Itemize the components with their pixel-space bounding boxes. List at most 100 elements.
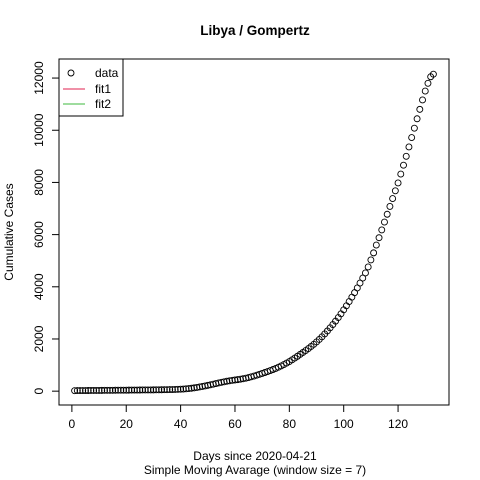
data-point xyxy=(166,386,174,394)
data-point xyxy=(152,386,160,394)
legend-fit1-label: fit1 xyxy=(95,82,111,96)
y-axis: 0 2000 4000 6000 8000 10000 12000 xyxy=(32,61,59,395)
data-point xyxy=(133,386,141,394)
data-point xyxy=(413,115,421,123)
data-point xyxy=(372,241,380,249)
data-point xyxy=(190,384,198,392)
x-tick-label: 100 xyxy=(334,417,354,431)
data-point xyxy=(111,386,119,394)
legend-data-label: data xyxy=(95,66,119,80)
data-point xyxy=(386,202,394,210)
x-tick-label: 20 xyxy=(120,417,134,431)
x-axis-label: Days since 2020-04-21 xyxy=(193,449,317,463)
data-point xyxy=(136,386,144,394)
data-point xyxy=(179,385,187,393)
data-point xyxy=(163,386,171,394)
data-point xyxy=(405,143,413,151)
data-point xyxy=(185,385,193,393)
data-point xyxy=(345,298,353,306)
data-points xyxy=(71,70,437,395)
y-tick-label: 0 xyxy=(32,388,46,395)
data-point xyxy=(226,377,233,385)
data-point xyxy=(90,387,98,394)
data-point xyxy=(421,87,429,95)
data-point xyxy=(125,386,133,394)
data-point xyxy=(408,134,416,141)
x-tick-label: 80 xyxy=(283,417,297,431)
data-point xyxy=(367,256,375,264)
data-point xyxy=(120,386,127,394)
chart-title: Libya / Gompertz xyxy=(200,23,310,38)
data-point xyxy=(370,249,378,257)
y-tick-label: 10000 xyxy=(32,113,46,147)
data-point xyxy=(424,79,432,87)
data-point xyxy=(95,386,103,394)
data-point xyxy=(402,152,410,160)
data-point xyxy=(106,386,114,394)
data-point xyxy=(117,386,125,394)
data-point xyxy=(378,226,386,234)
data-point xyxy=(98,386,106,394)
data-point xyxy=(92,386,100,394)
plot-frame xyxy=(58,58,450,406)
x-axis: 0 20 40 60 80 100 120 xyxy=(69,405,408,431)
data-point xyxy=(228,376,236,384)
data-point xyxy=(79,387,87,395)
data-point xyxy=(139,386,147,394)
data-point xyxy=(101,386,108,394)
data-point xyxy=(128,386,136,394)
data-point xyxy=(348,293,356,301)
data-point xyxy=(155,386,163,394)
data-point xyxy=(76,387,84,395)
data-point xyxy=(182,385,190,393)
legend-data-marker xyxy=(67,69,75,77)
data-point xyxy=(375,234,383,242)
data-point xyxy=(84,387,92,394)
y-tick-label: 12000 xyxy=(32,61,46,95)
data-point xyxy=(109,386,117,394)
data-point xyxy=(141,386,149,394)
y-axis-label: Cumulative Cases xyxy=(2,183,16,280)
data-point xyxy=(397,170,405,178)
y-tick-label: 4000 xyxy=(32,273,46,300)
x-tick-label: 60 xyxy=(228,417,242,431)
data-point xyxy=(103,386,111,394)
data-point xyxy=(231,376,239,384)
data-point xyxy=(410,124,418,132)
data-point xyxy=(122,386,130,394)
data-point xyxy=(391,187,399,195)
data-point xyxy=(144,386,152,394)
data-point xyxy=(416,105,424,113)
data-point xyxy=(114,386,122,394)
data-point xyxy=(87,387,95,394)
data-point xyxy=(223,377,231,385)
y-tick-label: 8000 xyxy=(32,169,46,196)
data-point xyxy=(429,70,437,78)
y-tick-label: 2000 xyxy=(32,325,46,352)
legend-box xyxy=(58,58,124,117)
x-axis-sublabel: Simple Moving Avarage (window size = 7) xyxy=(144,463,366,477)
data-point xyxy=(171,385,179,393)
data-point xyxy=(400,161,407,169)
data-point xyxy=(364,263,372,271)
legend-fit2-label: fit2 xyxy=(95,97,111,111)
data-point xyxy=(177,385,185,393)
data-point xyxy=(71,387,79,395)
data-point xyxy=(82,387,89,394)
data-point xyxy=(383,210,391,218)
data-point xyxy=(169,386,176,393)
data-point xyxy=(158,386,166,394)
data-point xyxy=(174,385,182,393)
x-tick-label: 40 xyxy=(174,417,188,431)
data-point xyxy=(381,218,388,226)
legend: data fit1 fit2 xyxy=(58,58,124,117)
data-point xyxy=(394,179,402,187)
data-point xyxy=(73,387,81,395)
data-point xyxy=(419,96,426,104)
x-tick-label: 0 xyxy=(69,417,76,431)
data-point xyxy=(147,386,155,394)
data-point xyxy=(389,195,397,203)
y-tick-label: 6000 xyxy=(32,221,46,248)
data-point xyxy=(130,386,138,394)
